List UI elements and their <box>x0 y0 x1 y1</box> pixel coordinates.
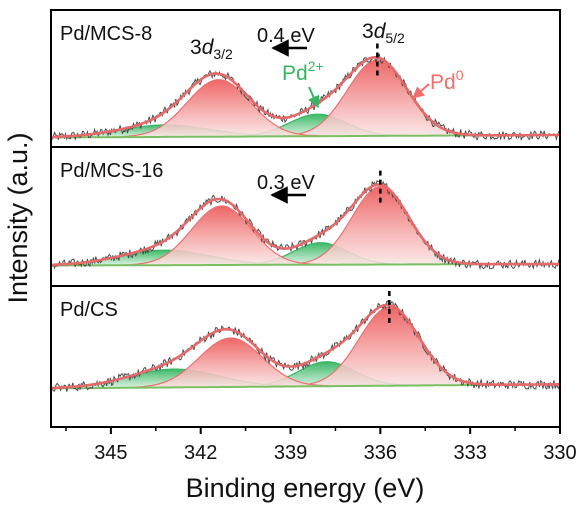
label-pd2: Pd2+ <box>282 58 324 85</box>
raw-spectrum <box>50 180 561 271</box>
x-tick-label: 342 <box>184 442 217 464</box>
spectrum-panel: Pd/MCS-16 0.3 eV <box>50 160 561 271</box>
x-tick-label: 345 <box>94 442 127 464</box>
label-3d52: 3d5/2 <box>362 20 405 46</box>
plot-frame <box>50 9 561 428</box>
label-3d32: 3d3/2 <box>190 36 233 62</box>
y-axis-label: Intensity (a.u.) <box>3 132 33 303</box>
x-tick-label: 330 <box>543 442 576 464</box>
x-axis: 345 342 339 336 333 330 <box>65 427 577 464</box>
sample-label: Pd/CS <box>60 299 118 321</box>
sample-label: Pd/MCS-8 <box>60 23 152 45</box>
shift-label: 0.4 eV <box>257 25 315 47</box>
spectrum-panel: Pd/CS <box>50 291 561 392</box>
spectrum-panel: Pd/MCS-8 0.4 eV 3d3/2 3d5/2 Pd2+ Pd0 <box>50 20 561 142</box>
panels-layer: Pd/MCS-8 0.4 eV 3d3/2 3d5/2 Pd2+ Pd0 Pd/MCS-16… <box>50 20 561 392</box>
sample-label: Pd/MCS-16 <box>60 160 163 182</box>
pd2-arrow <box>308 86 320 109</box>
x-tick-label: 339 <box>274 442 307 464</box>
fit-envelope <box>50 183 560 267</box>
x-tick-label: 336 <box>364 442 397 464</box>
x-tick-label: 333 <box>453 442 486 464</box>
label-pd0: Pd0 <box>430 67 464 94</box>
x-axis-label: Binding energy (eV) <box>186 473 425 503</box>
shift-label: 0.3 eV <box>257 172 315 194</box>
pd0-arrow <box>412 83 430 99</box>
fit-envelope <box>51 56 560 139</box>
fit-envelope <box>50 303 560 390</box>
